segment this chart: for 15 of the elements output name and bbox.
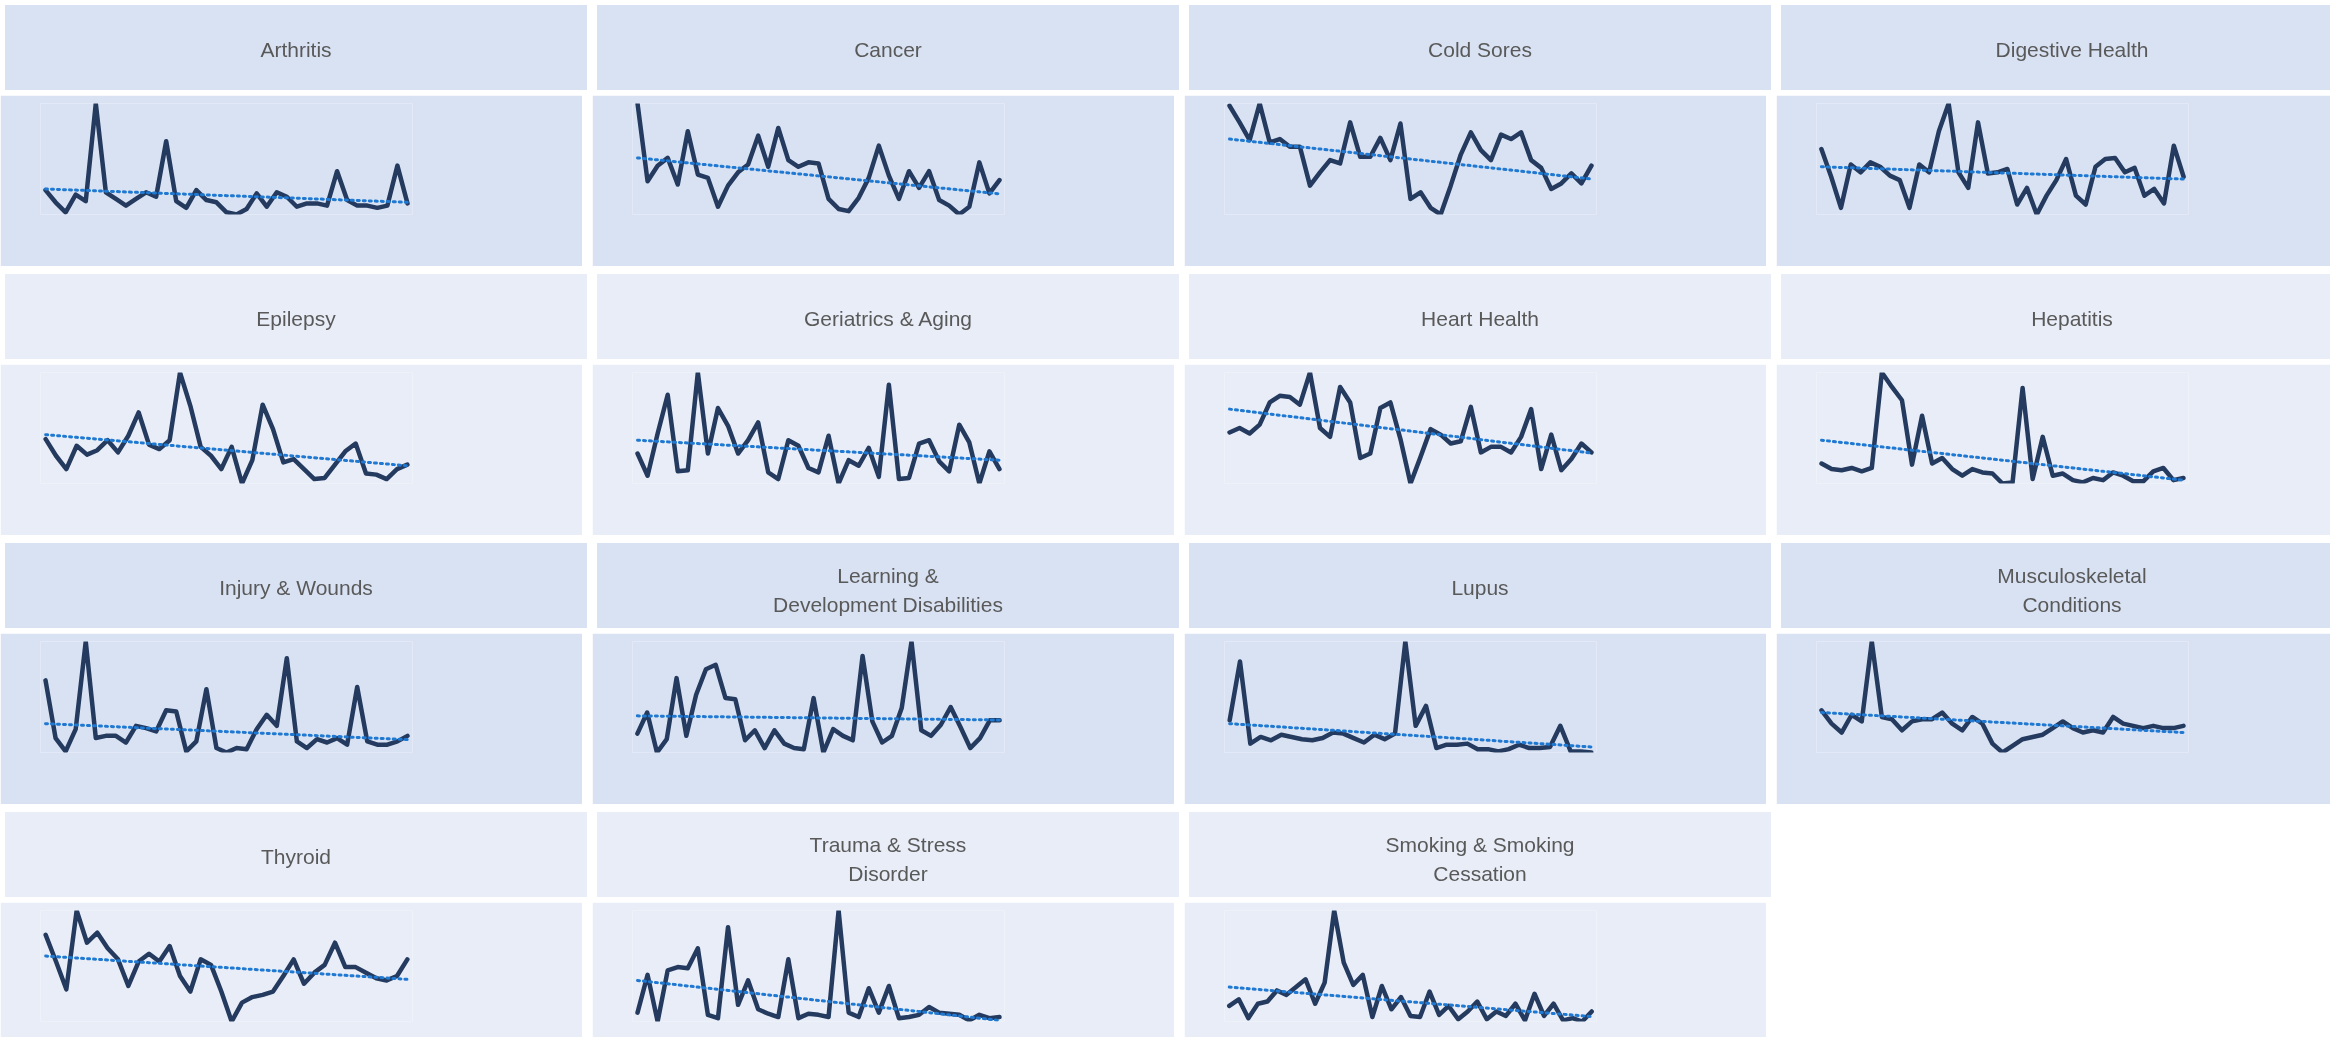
chart-title: Musculoskeletal Conditions: [1997, 563, 2147, 619]
chart-title: Epilepsy: [256, 306, 336, 332]
chart-title: Hepatitis: [2031, 306, 2113, 332]
chart-title: Learning & Development Disabilities: [773, 563, 1003, 619]
chart-title: Smoking & Smoking Cessation: [1385, 832, 1575, 888]
chart-title: Cancer: [854, 37, 922, 63]
chart-title: Injury & Wounds: [219, 575, 373, 601]
chart-title: Arthritis: [260, 37, 332, 63]
chart-title: Trauma & Stress Disorder: [809, 832, 967, 888]
chart-title: Thyroid: [260, 844, 332, 870]
chart-title: Geriatrics & Aging: [803, 306, 973, 332]
chart-title: Heart Health: [1421, 306, 1539, 332]
chart-title: Lupus: [1451, 575, 1509, 601]
chart-title: Cold Sores: [1428, 37, 1532, 63]
chart-title: Digestive Health: [1995, 37, 2149, 63]
